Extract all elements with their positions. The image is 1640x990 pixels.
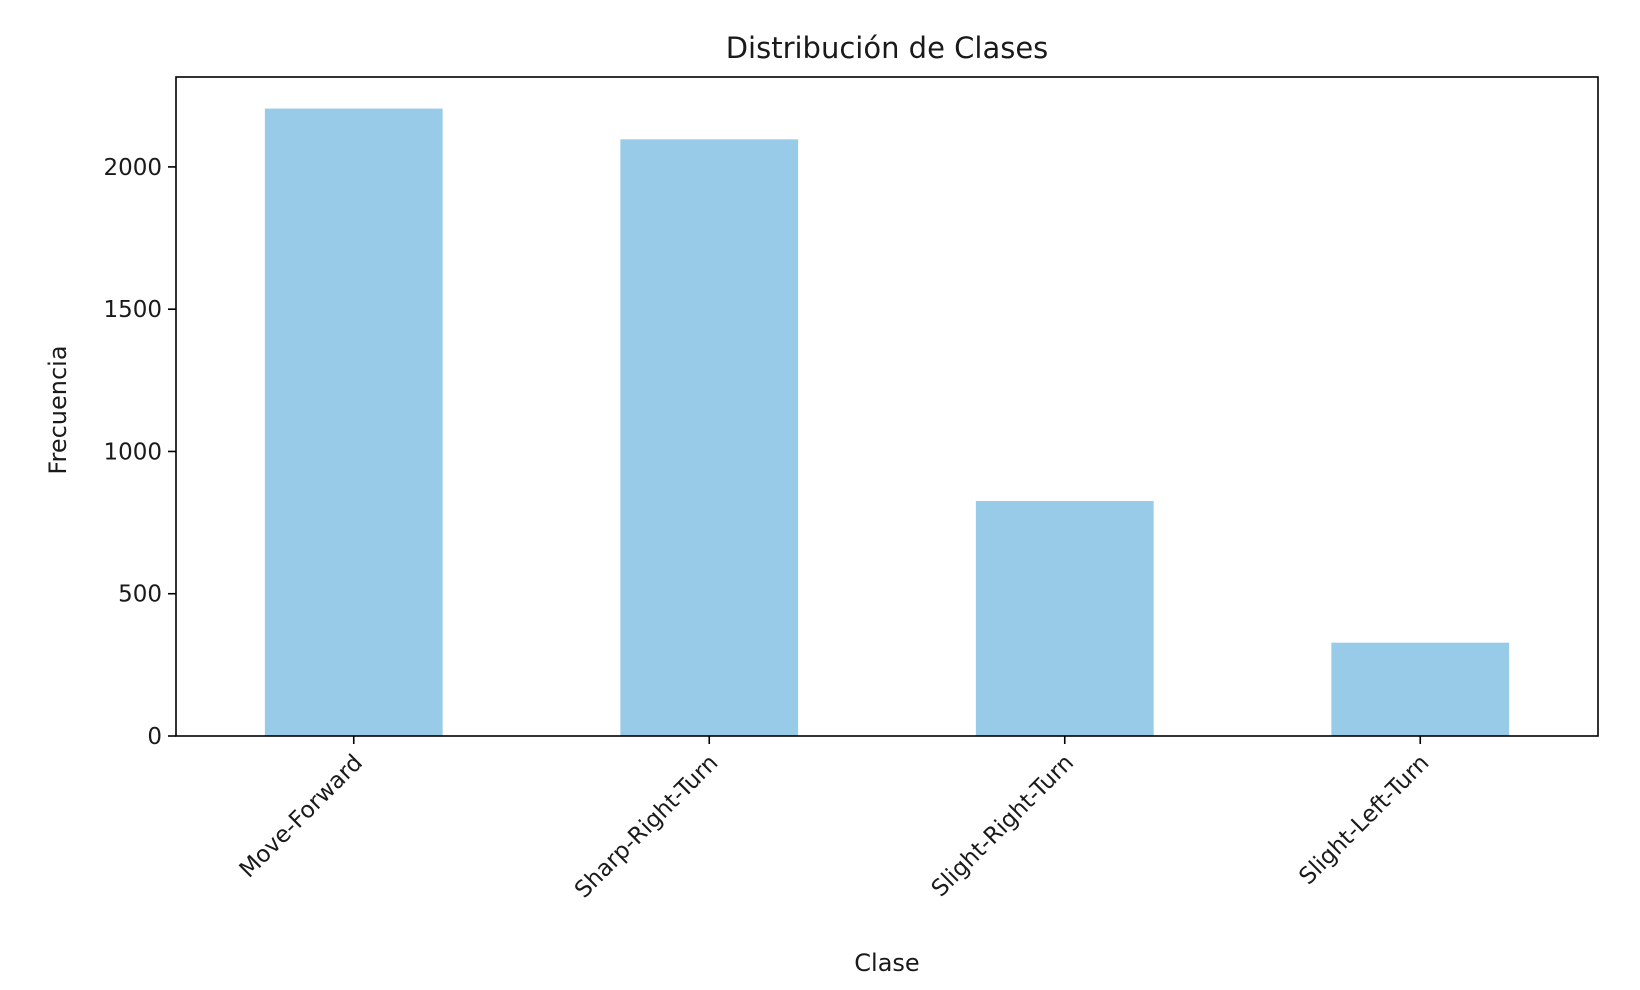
- plot-area-frame: [175, 76, 1599, 737]
- x-axis-label: Clase: [854, 949, 919, 977]
- y-tick-label: 1000: [103, 439, 162, 465]
- bar-slight-left-turn: [1331, 642, 1510, 736]
- y-axis-label: Frecuencia: [44, 345, 72, 474]
- y-tick-label: 2000: [103, 155, 162, 181]
- bar-move-forward: [264, 108, 443, 736]
- y-axis: 0 500 1000 1500 2000: [103, 155, 176, 750]
- chart-title: Distribución de Clases: [726, 31, 1049, 65]
- y-tick-label: 1500: [103, 297, 162, 323]
- bar-sharp-right-turn: [620, 139, 799, 737]
- y-tick-label: 0: [147, 724, 162, 750]
- y-tick-label: 500: [118, 582, 162, 608]
- bar-slight-right-turn: [975, 500, 1154, 736]
- bars-layer: [264, 108, 1510, 737]
